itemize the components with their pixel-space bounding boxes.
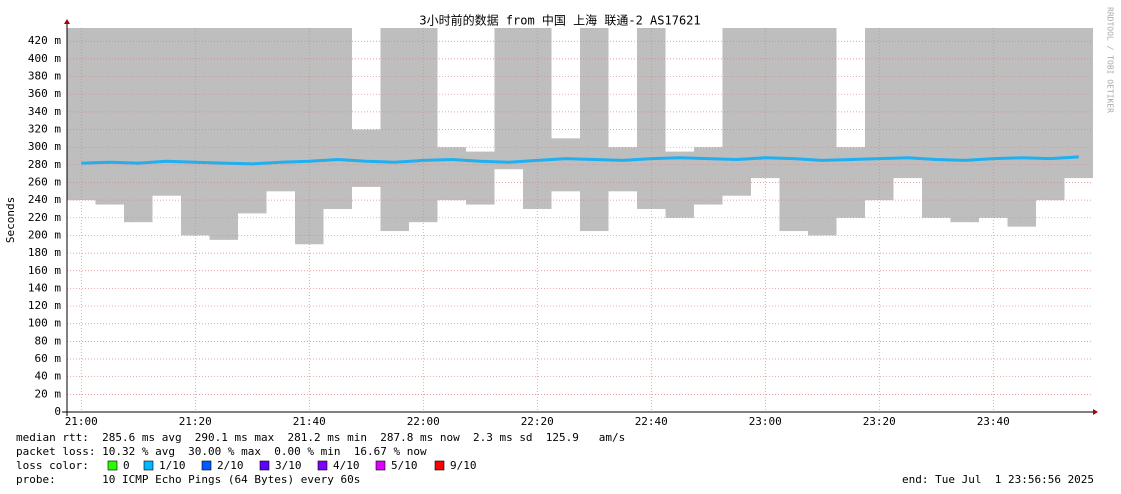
end-time: end: Tue Jul 1 23:56:56 2025 bbox=[902, 473, 1094, 486]
x-tick-label: 23:00 bbox=[749, 415, 782, 428]
x-tick-label: 22:00 bbox=[407, 415, 440, 428]
x-tick-label: 22:20 bbox=[521, 415, 554, 428]
x-tick-label: 21:20 bbox=[179, 415, 212, 428]
legend-label: 3/10 bbox=[275, 459, 302, 472]
smoke-bar bbox=[181, 28, 210, 236]
y-tick-label: 380 m bbox=[28, 70, 61, 83]
smoke-bar bbox=[266, 28, 295, 192]
probe-info: probe: 10 ICMP Echo Pings (64 Bytes) eve… bbox=[16, 473, 360, 486]
legend-swatch bbox=[143, 460, 154, 471]
smoke-bar bbox=[124, 28, 153, 223]
median-line bbox=[81, 155, 1079, 166]
y-tick-label: 40 m bbox=[35, 370, 62, 383]
y-tick-label: 60 m bbox=[35, 352, 62, 365]
smoke-bar bbox=[1064, 28, 1093, 179]
y-tick-label: 400 m bbox=[28, 52, 61, 65]
smoke-bar bbox=[1007, 28, 1036, 227]
smoke-bar bbox=[808, 28, 837, 236]
smoke-bar bbox=[922, 28, 951, 218]
smoke-bar bbox=[437, 147, 466, 201]
smoke-bar bbox=[95, 28, 124, 205]
y-tick-label: 300 m bbox=[28, 140, 61, 153]
y-tick-label: 420 m bbox=[28, 34, 61, 47]
smoke-bar bbox=[238, 28, 267, 214]
smoke-bar bbox=[352, 129, 381, 187]
y-tick-label: 340 m bbox=[28, 105, 61, 118]
y-axis-label: Seconds bbox=[4, 197, 17, 243]
smoke-bar bbox=[893, 28, 922, 179]
y-tick-label: 280 m bbox=[28, 158, 61, 171]
plot-area: 0 20 m 40 m 60 m 80 m 100 m 120 m 140 m 160 m 180… bbox=[28, 19, 1098, 428]
smoke-bar bbox=[409, 28, 438, 223]
smoke-bar bbox=[608, 147, 637, 192]
smoke-bar bbox=[979, 28, 1008, 218]
legend-label: 0 bbox=[123, 459, 130, 472]
y-tick-label: 0 bbox=[54, 405, 61, 418]
x-tick-label: 23:40 bbox=[977, 415, 1010, 428]
legend-swatch bbox=[259, 460, 270, 471]
y-tick-label: 120 m bbox=[28, 299, 61, 312]
x-tick-label: 21:00 bbox=[65, 415, 98, 428]
legend-swatch bbox=[201, 460, 212, 471]
y-axis-arrow bbox=[64, 19, 70, 24]
smoke-bar bbox=[1036, 28, 1065, 201]
y-tick-label: 180 m bbox=[28, 246, 61, 259]
smoke-bar bbox=[694, 147, 723, 205]
x-tick-label: 22:40 bbox=[635, 415, 668, 428]
y-tick-label: 80 m bbox=[35, 334, 62, 347]
smoke-bar bbox=[209, 28, 238, 240]
chart-title: 3小时前的数据 from 中国 上海 联通-2 AS17621 bbox=[419, 13, 700, 28]
x-axis-arrow bbox=[1093, 409, 1098, 415]
legend-swatch bbox=[317, 460, 328, 471]
smoke-bar bbox=[494, 28, 523, 170]
y-tick-label: 360 m bbox=[28, 87, 61, 100]
legend-swatch bbox=[434, 460, 445, 471]
smoke-bar bbox=[67, 28, 96, 201]
x-tick-label: 23:20 bbox=[863, 415, 896, 428]
legend-title: loss color: bbox=[16, 459, 89, 472]
y-tick-label: 160 m bbox=[28, 264, 61, 277]
smoke-bar bbox=[323, 28, 352, 209]
smoke-bar bbox=[865, 28, 894, 201]
smoke-bar bbox=[665, 151, 694, 218]
y-tick-label: 200 m bbox=[28, 228, 61, 241]
y-tick-label: 100 m bbox=[28, 317, 61, 330]
legend-swatch bbox=[107, 460, 118, 471]
legend-swatch bbox=[375, 460, 386, 471]
legend-label: 2/10 bbox=[217, 459, 244, 472]
legend-label: 4/10 bbox=[333, 459, 360, 472]
y-tick-label: 240 m bbox=[28, 193, 61, 206]
stats-line: median rtt: 285.6 ms avg 290.1 ms max 28… bbox=[16, 431, 625, 444]
stats-line: packet loss: 10.32 % avg 30.00 % max 0.0… bbox=[16, 445, 427, 458]
smoke-bar bbox=[580, 28, 609, 232]
x-tick-label: 21:40 bbox=[293, 415, 326, 428]
y-tick-label: 20 m bbox=[35, 387, 62, 400]
legend-label: 5/10 bbox=[391, 459, 418, 472]
y-tick-label: 140 m bbox=[28, 281, 61, 294]
smoke-bar bbox=[950, 28, 979, 223]
y-tick-label: 320 m bbox=[28, 123, 61, 136]
y-tick-label: 220 m bbox=[28, 211, 61, 224]
legend-label: 9/10 bbox=[450, 459, 477, 472]
watermark: RRDTOOL / TOBI OETIKER bbox=[1106, 7, 1115, 113]
legend-label: 1/10 bbox=[159, 459, 186, 472]
y-tick-label: 260 m bbox=[28, 175, 61, 188]
